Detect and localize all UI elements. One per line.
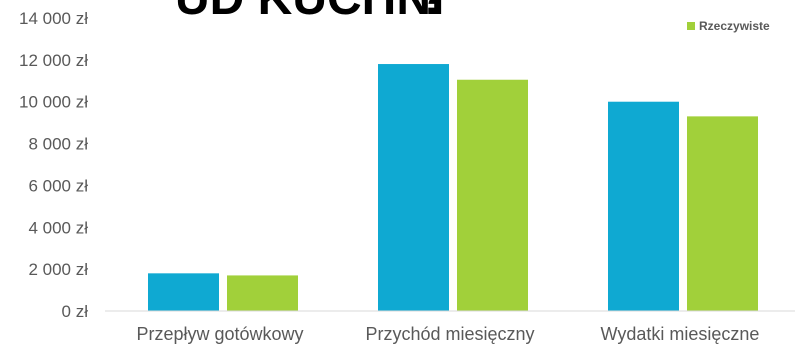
y-axis: 0 zł 2 000 zł 4 000 zł 6 000 zł 8 000 zł 10 0… (19, 9, 88, 321)
title-layer: UD KUCHNI ? (175, 0, 447, 25)
cut-off-title: UD KUCHNI (175, 0, 444, 25)
legend-swatch (687, 22, 695, 30)
legend-label: Rzeczywiste (699, 19, 770, 33)
y-tick-label: 6 000 zł (28, 176, 88, 195)
y-tick-label: 0 zł (62, 302, 89, 321)
y-tick-label: 2 000 zł (28, 260, 88, 279)
bar-series-1-2 (378, 64, 449, 312)
x-axis: Przepływ gotówkowy Przychód miesięczny Wyd… (136, 324, 759, 344)
bar-series-2-1 (227, 275, 298, 311)
y-tick-label: 8 000 zł (28, 135, 88, 154)
y-tick-label: 10 000 zł (19, 93, 88, 112)
bar-series-1-3 (608, 101, 679, 311)
y-tick-label: 14 000 zł (19, 9, 88, 28)
y-tick-label: 12 000 zł (19, 51, 88, 70)
x-category-label: Wydatki miesięczne (601, 324, 760, 344)
x-category-label: Przychód miesięczny (365, 324, 534, 344)
x-category-label: Przepływ gotówkowy (136, 324, 303, 344)
y-tick-label: 4 000 zł (28, 218, 88, 237)
bar-series-1-1 (148, 273, 219, 311)
cut-off-title-punctuation: ? (418, 0, 447, 25)
bars (148, 64, 758, 312)
legend: Rzeczywiste (687, 19, 770, 33)
bar-series-2-3 (687, 116, 758, 311)
bar-series-2-2 (457, 79, 528, 311)
